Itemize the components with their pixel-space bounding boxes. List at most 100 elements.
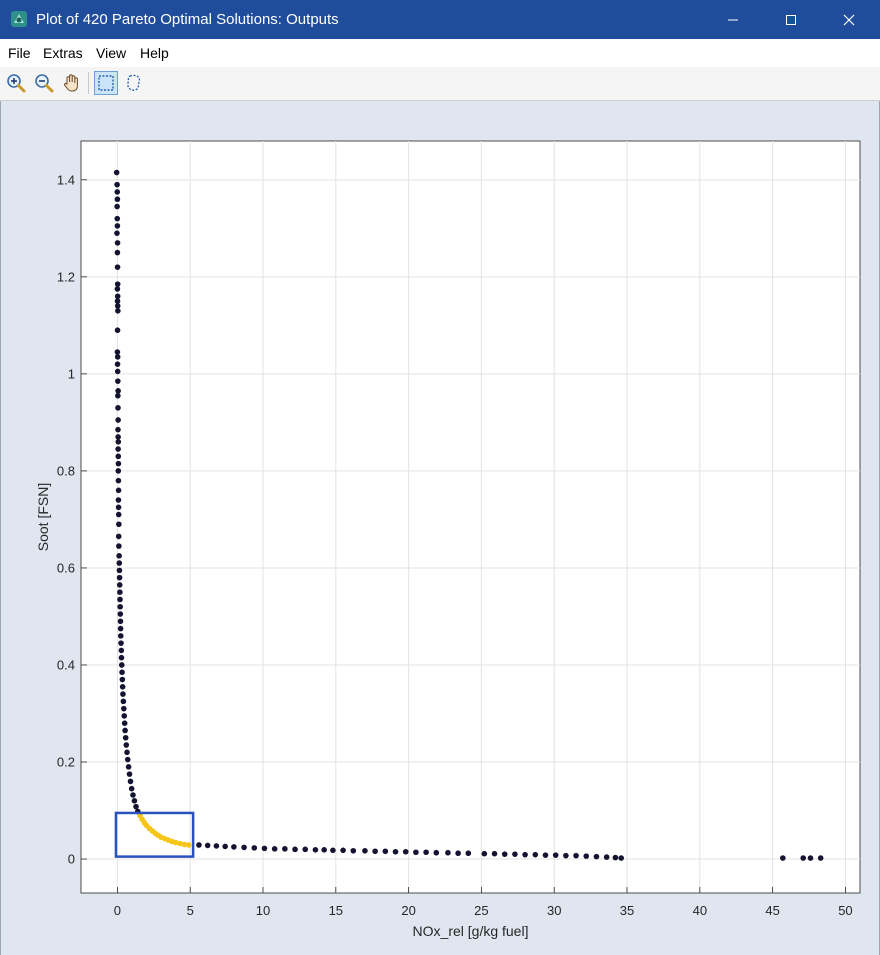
data-point xyxy=(465,850,472,857)
data-point xyxy=(117,625,124,632)
data-point xyxy=(271,846,278,852)
data-point xyxy=(114,368,121,375)
scatter-chart[interactable]: 0 5 10 15 20 25 30 35 40 45 50 0 0.2 0.4 0.6 0.8 1 1.2 1.… xyxy=(1,101,879,955)
data-point xyxy=(780,855,786,861)
data-point xyxy=(222,843,228,850)
y-tick-label: 0.4 xyxy=(57,657,75,672)
zoom-in-button[interactable] xyxy=(4,71,28,95)
data-point xyxy=(340,847,346,854)
data-point xyxy=(114,327,121,334)
menu-help[interactable]: Help xyxy=(140,45,169,61)
lasso-select-button[interactable] xyxy=(122,71,146,95)
data-point xyxy=(128,785,135,792)
data-point xyxy=(122,734,129,741)
data-points xyxy=(113,169,824,861)
data-point xyxy=(251,845,258,851)
menu-view[interactable]: View xyxy=(96,45,127,61)
data-point xyxy=(612,854,619,861)
zoom-in-icon xyxy=(7,74,26,93)
data-point xyxy=(114,249,121,256)
close-button[interactable] xyxy=(820,0,878,39)
data-point xyxy=(372,848,378,855)
data-point xyxy=(115,477,122,484)
data-point xyxy=(282,846,288,852)
lasso-select-icon xyxy=(127,74,141,91)
plot-area[interactable] xyxy=(80,140,861,894)
data-point xyxy=(261,845,268,852)
data-point xyxy=(563,852,569,859)
data-point xyxy=(116,543,122,549)
data-point xyxy=(114,298,121,304)
data-point xyxy=(116,560,123,566)
selection-rectangle[interactable] xyxy=(114,811,195,858)
selected-data-point xyxy=(177,840,183,847)
data-point xyxy=(583,853,590,859)
y-axis-label: Soot [FSN] xyxy=(35,483,51,551)
selected-data-point xyxy=(185,842,192,848)
data-point xyxy=(817,855,824,861)
zoom-out-icon xyxy=(35,74,54,93)
data-point xyxy=(119,684,126,690)
data-point xyxy=(115,405,121,411)
zoom-out-button[interactable] xyxy=(32,71,56,95)
rectangle-select-icon xyxy=(98,75,114,91)
data-point xyxy=(241,844,247,851)
data-point xyxy=(115,417,121,423)
data-point xyxy=(423,849,429,856)
y-tick-label: 0 xyxy=(68,852,75,867)
data-point xyxy=(800,855,807,861)
toolbar-separator xyxy=(88,72,89,94)
data-point xyxy=(117,633,124,639)
maximize-button[interactable] xyxy=(762,0,820,39)
menu-file[interactable]: File xyxy=(8,45,31,61)
data-point xyxy=(413,849,419,856)
data-point xyxy=(127,778,134,785)
close-icon xyxy=(843,14,855,25)
data-point xyxy=(321,847,327,853)
y-tick-label: 1.4 xyxy=(57,172,75,187)
pan-hand-icon xyxy=(63,74,78,92)
data-point xyxy=(807,855,814,861)
data-point xyxy=(491,850,498,857)
data-point xyxy=(114,240,121,246)
data-point xyxy=(115,487,122,494)
y-axis-ticks: 0 0.2 0.4 0.6 0.8 1 1.2 1.4 xyxy=(57,172,87,867)
matlab-app-icon xyxy=(11,11,27,27)
data-point xyxy=(115,388,121,394)
data-point xyxy=(512,851,518,857)
y-tick-label: 1 xyxy=(68,366,75,381)
data-point xyxy=(542,852,549,858)
x-tick-label: 45 xyxy=(765,903,779,918)
data-point xyxy=(292,846,298,853)
menu-extras[interactable]: Extras xyxy=(43,45,83,61)
data-point xyxy=(330,847,336,854)
data-point xyxy=(115,468,122,474)
data-point xyxy=(114,203,120,210)
data-point xyxy=(481,850,488,857)
data-point xyxy=(455,850,461,857)
x-tick-label: 50 xyxy=(838,903,852,918)
rectangle-select-button[interactable] xyxy=(94,71,118,95)
data-point xyxy=(114,181,120,188)
data-point xyxy=(130,792,136,798)
x-tick-label: 0 xyxy=(114,903,121,918)
data-point xyxy=(131,798,138,804)
data-point xyxy=(115,439,122,445)
x-tick-label: 15 xyxy=(329,903,343,918)
data-point xyxy=(121,713,128,719)
data-point xyxy=(114,303,121,309)
data-point xyxy=(433,849,440,856)
minimize-button[interactable] xyxy=(704,0,762,39)
data-point xyxy=(117,618,124,625)
data-point xyxy=(115,308,121,314)
data-point xyxy=(196,842,202,848)
data-point xyxy=(501,851,508,857)
data-point xyxy=(115,378,121,384)
data-point xyxy=(114,264,121,270)
data-point xyxy=(124,756,131,763)
data-point xyxy=(115,426,121,433)
data-point xyxy=(302,846,309,853)
data-point xyxy=(115,533,122,540)
pan-button[interactable] xyxy=(60,71,84,95)
data-point xyxy=(573,852,579,859)
